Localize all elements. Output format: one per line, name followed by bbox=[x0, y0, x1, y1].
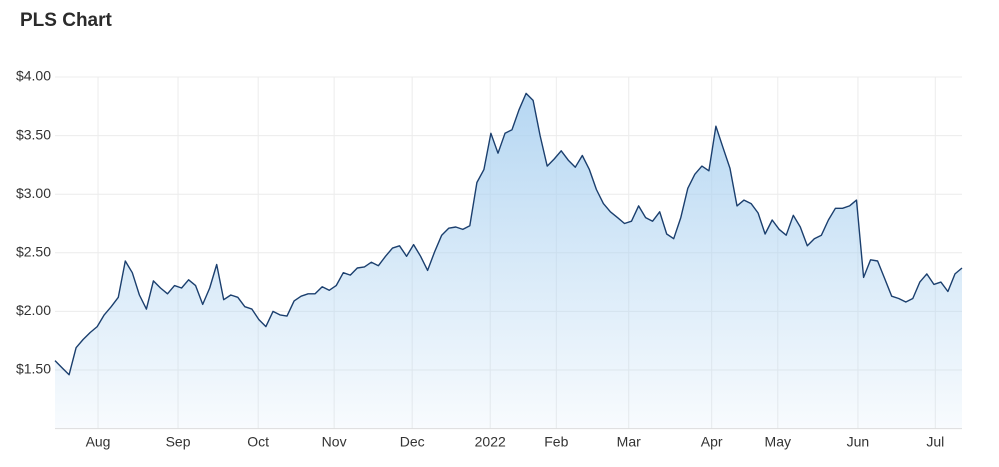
y-tick-label: $2.50 bbox=[16, 244, 51, 260]
y-tick-label: $1.50 bbox=[16, 361, 51, 377]
x-tick-label: 2022 bbox=[475, 434, 506, 450]
y-tick-label: $2.00 bbox=[16, 302, 51, 318]
x-tick-label: Nov bbox=[322, 434, 347, 450]
x-tick-label: Mar bbox=[617, 434, 641, 450]
y-tick-label: $4.00 bbox=[16, 68, 51, 84]
price-line bbox=[54, 92, 963, 376]
x-tick-label: Jun bbox=[847, 434, 870, 450]
x-tick-label: Oct bbox=[247, 434, 269, 450]
chart-title: PLS Chart bbox=[20, 10, 113, 31]
x-tick-label: May bbox=[765, 434, 791, 450]
area bbox=[55, 93, 962, 429]
y-tick-label: $3.00 bbox=[16, 185, 51, 201]
x-tick-label: Aug bbox=[86, 434, 111, 450]
x-tick-label: Apr bbox=[701, 434, 723, 450]
x-tick-label: Dec bbox=[400, 434, 425, 450]
x-tick-label: Sep bbox=[166, 434, 191, 450]
y-tick-label: $3.50 bbox=[16, 126, 51, 142]
x-tick-label: Feb bbox=[544, 434, 568, 450]
x-tick-label: Jul bbox=[926, 434, 944, 450]
